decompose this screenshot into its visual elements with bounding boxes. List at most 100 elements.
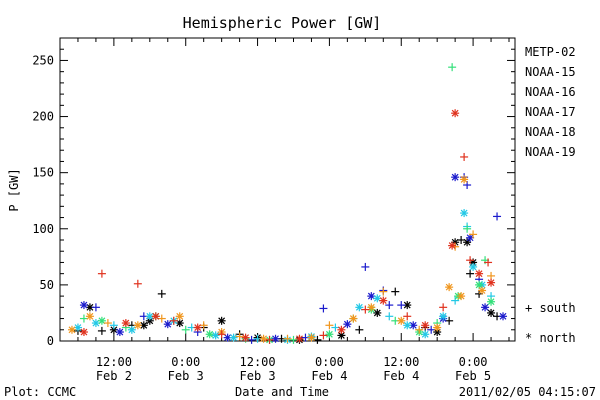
data-point	[466, 256, 475, 265]
data-point-stroke	[409, 321, 417, 329]
data-point	[331, 323, 340, 332]
data-point	[157, 289, 166, 298]
data-point-stroke	[68, 326, 76, 334]
data-point	[217, 316, 226, 325]
data-point-stroke	[463, 238, 471, 246]
data-point	[349, 314, 358, 323]
x-tick-time-label: 12:00	[383, 355, 419, 369]
footer-credit: Plot: CCMC	[4, 385, 76, 399]
data-point	[487, 278, 496, 287]
data-point-stroke	[478, 287, 486, 294]
data-point	[217, 330, 226, 339]
data-point	[199, 321, 208, 330]
data-point	[433, 323, 442, 332]
data-point-stroke	[373, 309, 381, 317]
y-tick-label: 150	[32, 166, 54, 180]
data-point	[169, 316, 178, 325]
data-point	[163, 320, 172, 329]
plot-frame	[59, 37, 516, 342]
data-point	[91, 303, 100, 312]
data-point	[355, 325, 364, 334]
data-point	[79, 301, 88, 310]
data-point	[325, 330, 334, 339]
data-point	[499, 312, 508, 321]
data-point-stroke	[116, 328, 124, 336]
data-point	[79, 314, 88, 323]
data-point	[325, 321, 334, 330]
data-point-stroke	[296, 335, 303, 343]
symbol-legend: + south * north	[525, 301, 576, 345]
data-point-stroke	[487, 298, 495, 306]
x-tick-time-label: 12:00	[96, 355, 132, 369]
data-point-stroke	[164, 320, 172, 328]
data-point	[283, 334, 292, 343]
data-point-stroke	[98, 317, 106, 325]
data-point	[91, 319, 100, 328]
x-tick-date-label: Feb 4	[311, 369, 347, 383]
data-point	[271, 334, 280, 343]
data-point	[403, 321, 412, 330]
data-point-stroke	[140, 321, 148, 329]
data-point	[241, 333, 250, 342]
data-point-stroke	[260, 335, 267, 343]
data-point	[319, 304, 328, 313]
data-point	[319, 331, 328, 340]
data-point	[97, 269, 106, 278]
y-tick-label: 50	[40, 278, 54, 292]
legend: METP-02 NOAA-15 NOAA-16 NOAA-17 NOAA-18 NOAA-…	[525, 45, 576, 159]
data-point-stroke	[439, 312, 447, 320]
data-point-stroke	[343, 320, 351, 328]
data-point	[379, 287, 388, 296]
data-point-stroke	[349, 315, 357, 322]
data-point	[493, 212, 502, 221]
data-point	[439, 303, 448, 312]
data-point-stroke	[134, 321, 142, 329]
data-point-stroke	[337, 326, 345, 334]
data-point	[457, 236, 466, 244]
data-point	[145, 312, 154, 321]
data-point	[469, 262, 478, 271]
data-point	[259, 334, 268, 343]
legend-entry: NOAA-18	[525, 125, 576, 139]
data-point-stroke	[308, 334, 315, 342]
data-point	[355, 303, 364, 312]
data-point-stroke	[110, 326, 118, 334]
data-point	[211, 331, 220, 340]
data-point-stroke	[373, 294, 381, 302]
data-point	[115, 328, 124, 337]
data-point	[466, 233, 475, 242]
data-point-stroke	[433, 324, 441, 331]
data-point-stroke	[379, 297, 387, 305]
data-point-stroke	[230, 334, 238, 342]
data-point-stroke	[487, 309, 495, 317]
data-point-stroke	[487, 279, 495, 287]
data-point	[265, 335, 274, 344]
data-point-stroke	[475, 270, 483, 278]
data-point	[205, 330, 214, 339]
data-point	[343, 320, 352, 329]
data-point	[463, 238, 472, 247]
data-point-stroke	[481, 303, 489, 311]
data-point	[484, 258, 493, 267]
data-point	[460, 209, 469, 218]
data-point	[67, 325, 76, 334]
data-point-stroke	[448, 242, 456, 250]
data-point-stroke	[224, 334, 232, 342]
data-point	[193, 323, 202, 332]
data-point	[85, 312, 94, 321]
data-point	[139, 321, 148, 330]
data-point	[97, 326, 106, 335]
data-point-stroke	[466, 234, 474, 242]
data-point	[460, 152, 469, 161]
symbol-legend-entry: + south	[525, 301, 576, 315]
data-point	[151, 312, 160, 321]
data-point	[361, 305, 370, 314]
y-axis-label: P [GW]	[7, 168, 21, 211]
data-point	[373, 308, 382, 317]
y-tick-label: 0	[47, 334, 54, 348]
data-point-stroke	[80, 301, 88, 309]
data-point	[307, 333, 316, 342]
data-point	[385, 301, 394, 310]
data-point	[175, 312, 184, 321]
